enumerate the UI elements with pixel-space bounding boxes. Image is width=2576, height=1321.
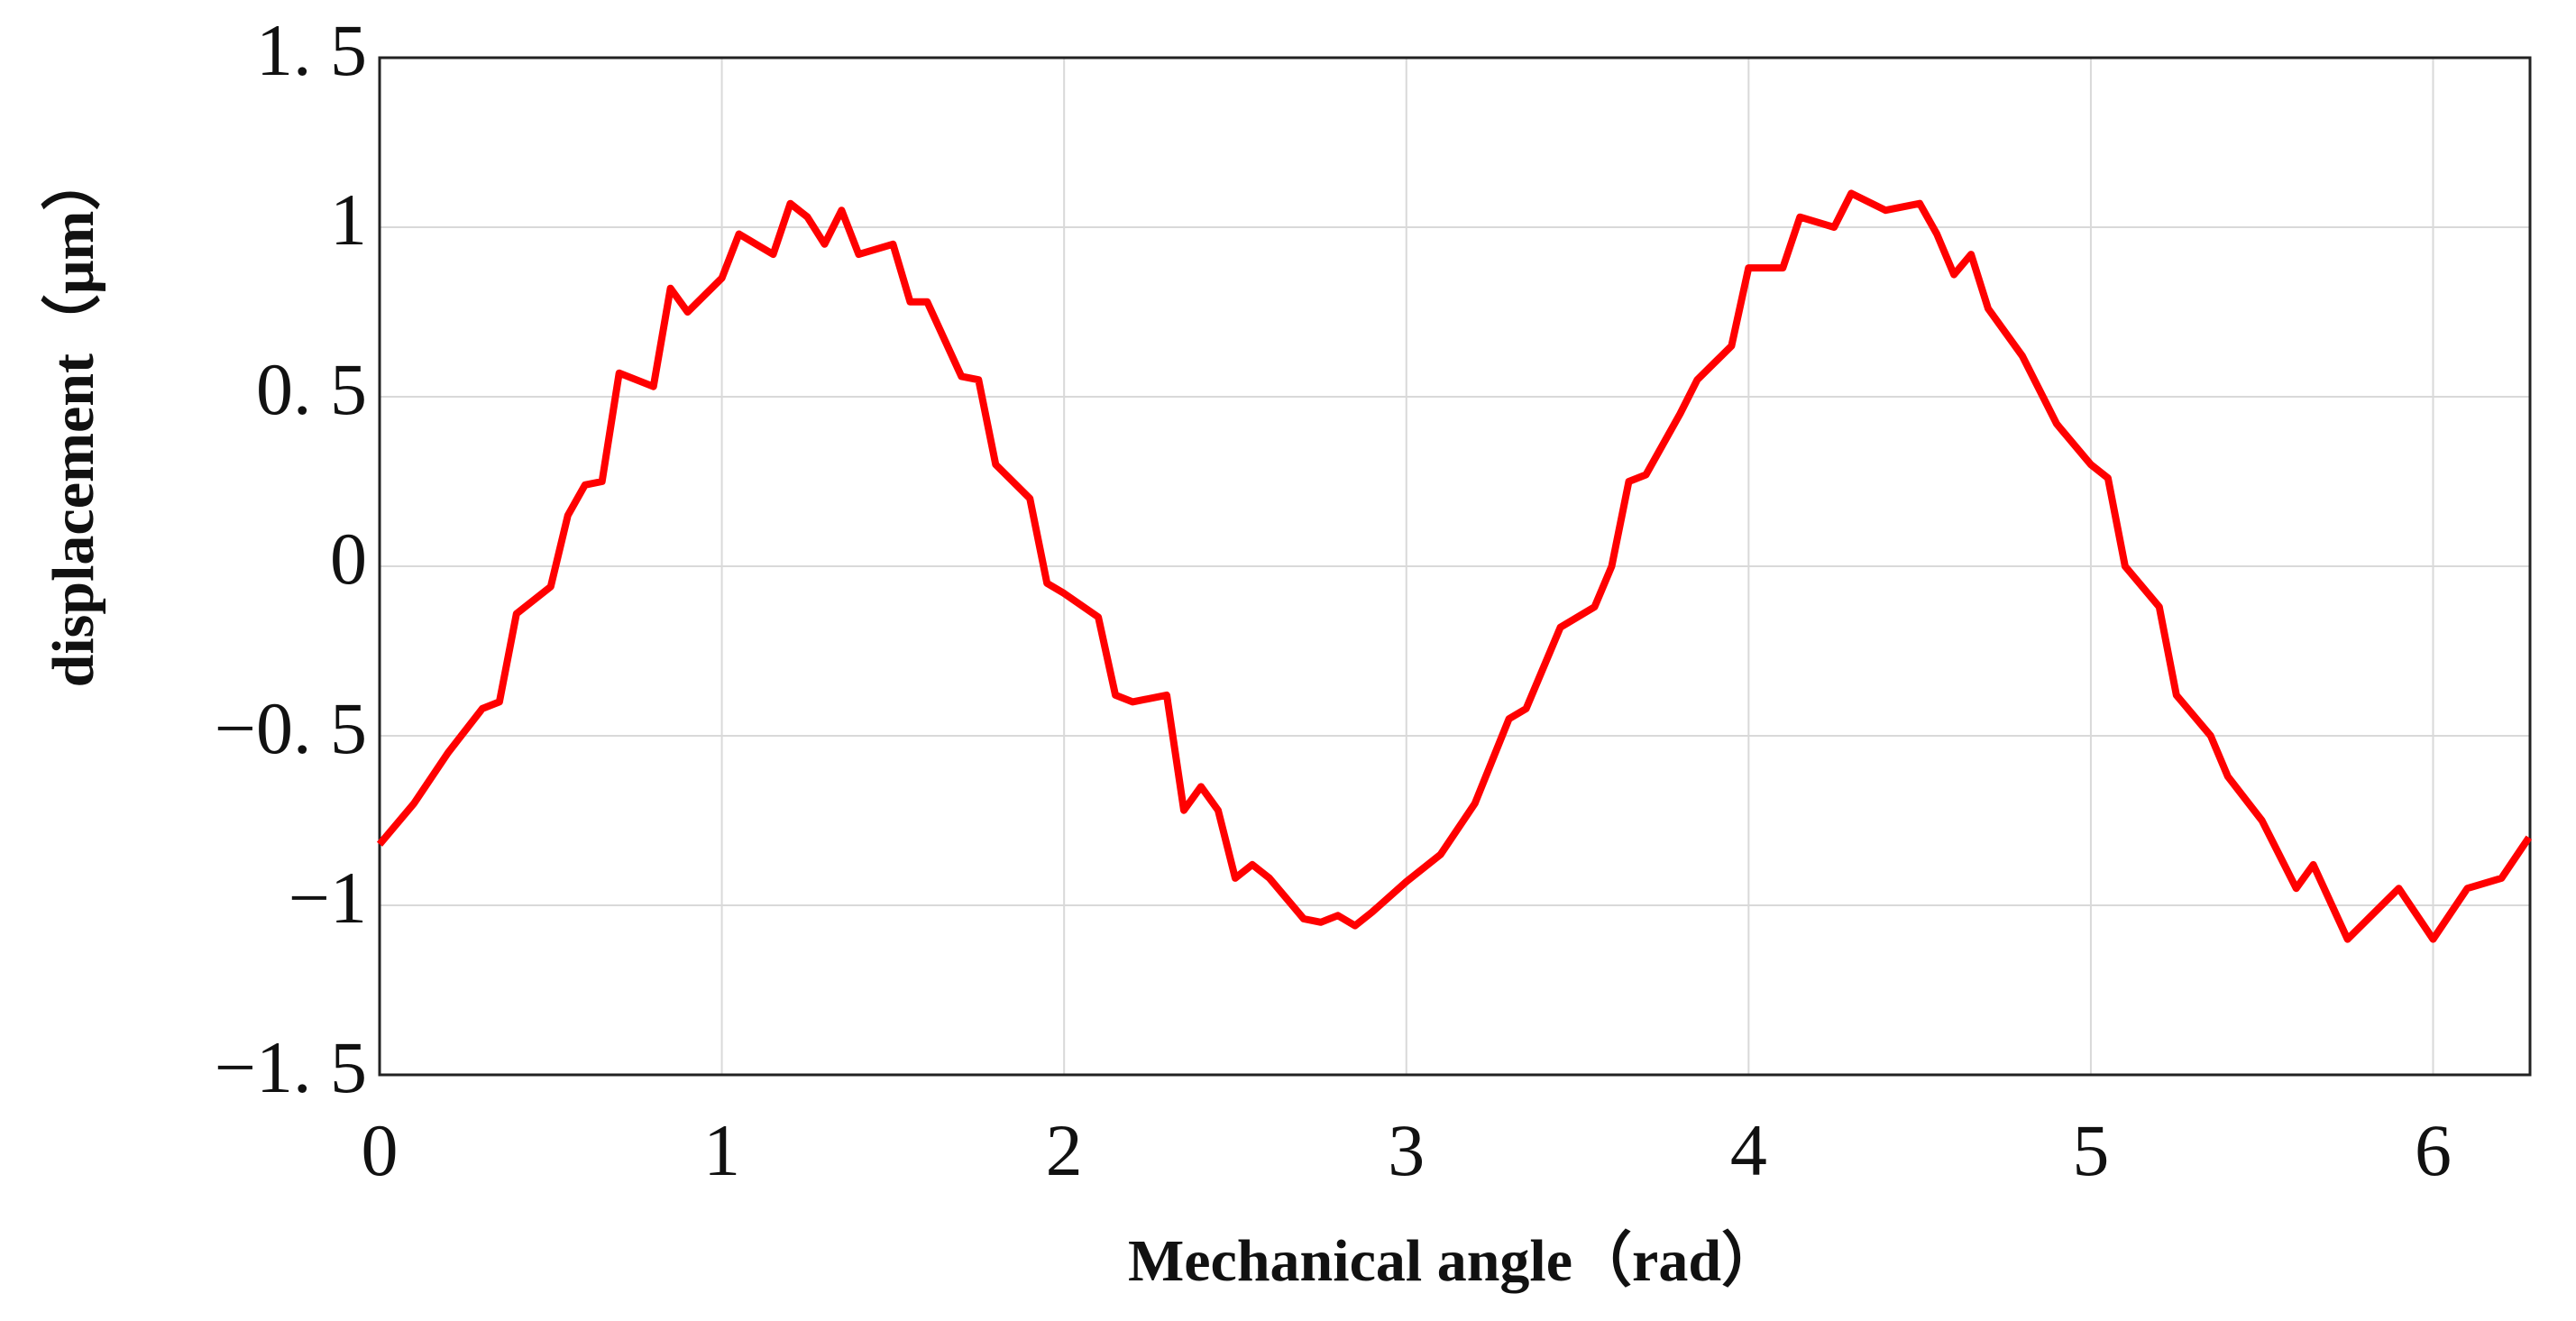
x-tick-label: 1 <box>703 1109 740 1191</box>
data-line <box>376 189 2533 943</box>
y-tick-label: 1 <box>330 179 367 261</box>
y-tick-label: 0 <box>330 518 367 600</box>
y-axis-label: displacement（μm） <box>40 151 106 688</box>
plot-frame <box>378 56 2532 1077</box>
x-tick-label: 4 <box>1730 1109 1767 1191</box>
x-tick-label: 5 <box>2072 1109 2109 1191</box>
y-tick-label: 0. 5 <box>256 348 367 430</box>
y-tick-label: 1. 5 <box>256 9 367 91</box>
y-tick-label: −1 <box>289 857 367 939</box>
x-axis-label: Mechanical angle（rad） <box>1128 1227 1781 1294</box>
y-tick-label: −1. 5 <box>215 1026 367 1108</box>
x-tick-label: 3 <box>1388 1109 1425 1191</box>
x-tick-label: 6 <box>2415 1109 2452 1191</box>
x-tick-label: 0 <box>362 1109 399 1191</box>
y-tick-label: −0. 5 <box>215 687 367 769</box>
x-tick-label: 2 <box>1046 1109 1083 1191</box>
